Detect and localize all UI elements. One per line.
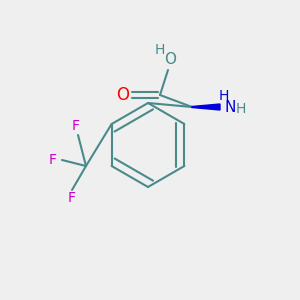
Text: F: F — [68, 191, 76, 205]
Polygon shape — [192, 104, 220, 110]
Text: H: H — [155, 43, 165, 57]
Text: O: O — [164, 52, 176, 68]
Text: N: N — [224, 100, 236, 115]
Text: F: F — [49, 153, 57, 167]
Text: H: H — [236, 102, 246, 116]
Text: O: O — [116, 86, 130, 104]
Text: H: H — [219, 89, 229, 103]
Text: F: F — [72, 119, 80, 133]
